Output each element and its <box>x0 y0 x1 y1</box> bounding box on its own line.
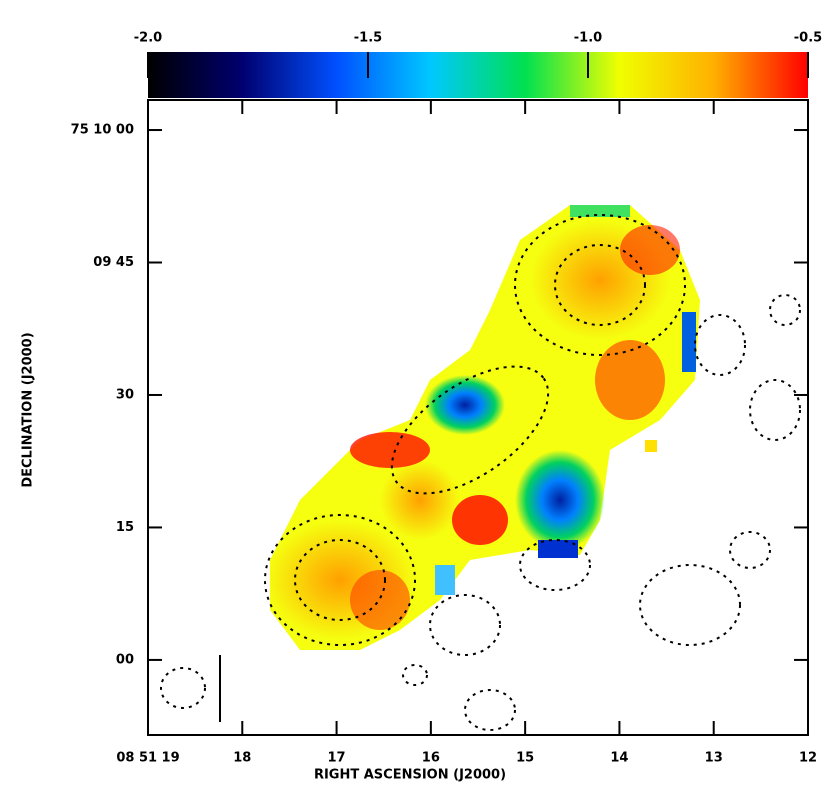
x-tick-label: 16 <box>422 751 440 766</box>
y-tick-label: 09 45 <box>93 255 134 270</box>
y-tick-label: 75 10 00 <box>71 123 134 138</box>
contours <box>160 214 801 731</box>
colorbar-tick-label: -1.5 <box>354 31 382 46</box>
x-tick-label: 15 <box>516 751 534 766</box>
x-tick-label: 08 51 19 <box>116 751 179 766</box>
y-tick-label: 30 <box>116 387 134 402</box>
colorbar-tick-label: -2.0 <box>134 31 162 46</box>
y-tick-label: 15 <box>116 520 134 535</box>
x-tick-label: 14 <box>610 751 628 766</box>
x-tick-label: 18 <box>233 751 251 766</box>
map-image <box>265 205 700 650</box>
x-tick-label: 17 <box>328 751 346 766</box>
y-tick-label: 00 <box>116 652 134 667</box>
colorbar <box>148 52 808 98</box>
frame <box>147 99 809 736</box>
x-axis-label: RIGHT ASCENSION (J2000) <box>314 768 506 783</box>
x-tick-label: 13 <box>705 751 723 766</box>
colorbar-tick-label: -0.5 <box>794 31 822 46</box>
x-tick-label: 12 <box>799 751 817 766</box>
y-axis-label: DECLINATION (J2000) <box>21 332 36 487</box>
colorbar-tick-label: -1.0 <box>574 31 602 46</box>
